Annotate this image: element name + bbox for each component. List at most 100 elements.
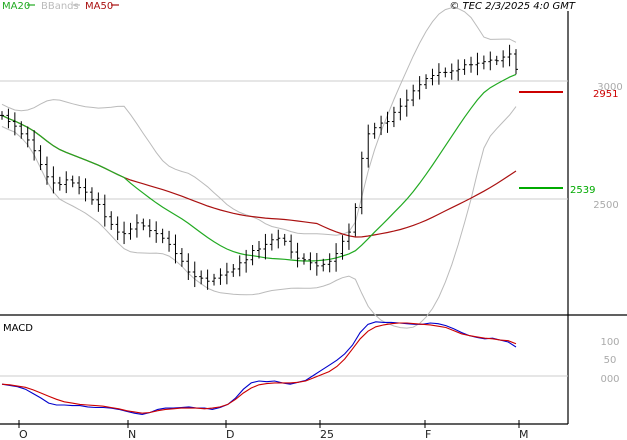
- price-bar: [301, 253, 306, 265]
- price-bar: [449, 63, 454, 80]
- price-tick-2500: 2500: [593, 200, 618, 211]
- price-bar: [186, 253, 191, 280]
- price-bar: [179, 248, 184, 267]
- price-bar: [96, 192, 101, 212]
- price-bar: [346, 223, 351, 250]
- price-bar: [372, 122, 377, 139]
- price-bar: [366, 124, 371, 168]
- price-bar: [173, 234, 178, 264]
- price-bar: [231, 264, 236, 277]
- price-bar: [314, 252, 319, 276]
- price-bar: [340, 235, 345, 260]
- price-bar: [19, 121, 24, 139]
- price-bar: [469, 56, 474, 73]
- macd-title: MACD: [3, 323, 33, 334]
- price-bar: [154, 221, 159, 243]
- price-bar: [77, 176, 82, 195]
- price-bar: [417, 76, 422, 100]
- price-bar: [44, 156, 49, 185]
- price-bar: [436, 63, 441, 85]
- price-bar: [205, 269, 210, 290]
- price-bar: [244, 249, 249, 273]
- source-stamp: © TEC 2/3/2025 4:0 GMT: [449, 1, 576, 12]
- x-label-d: D: [226, 428, 234, 440]
- price-bar: [295, 242, 300, 268]
- macd-tick-0: 000: [600, 374, 619, 385]
- price-bar: [430, 68, 435, 86]
- x-label-m: M: [519, 428, 529, 440]
- price-bar: [289, 234, 294, 259]
- legend-ma20: MA20: [2, 1, 30, 12]
- price-bar: [25, 126, 30, 148]
- macd-tick-100: 100: [600, 337, 619, 348]
- price-bar: [51, 166, 56, 194]
- price-bar: [224, 262, 229, 285]
- price-bar: [199, 270, 204, 285]
- bband-upper-line: [1, 7, 517, 236]
- price-bar: [379, 115, 384, 136]
- x-label-o: O: [19, 428, 28, 440]
- price-bar: [115, 216, 120, 241]
- price-panel-frame: [0, 11, 568, 315]
- bband-lower-line: [1, 106, 517, 329]
- price-bar: [359, 151, 364, 215]
- price-bar: [391, 106, 396, 128]
- price-bar: [462, 59, 467, 75]
- price-bar: [501, 50, 506, 68]
- price-bar: [6, 108, 11, 129]
- price-bar: [89, 187, 94, 205]
- x-label-25: 25: [320, 428, 334, 440]
- price-bar: [385, 111, 390, 133]
- price-bar: [494, 55, 499, 66]
- price-bar: [321, 258, 326, 272]
- price-bar: [64, 171, 69, 194]
- price-bar: [57, 176, 62, 191]
- price-bar: [263, 233, 268, 260]
- price-bar: [192, 261, 197, 288]
- price-bar: [122, 221, 127, 245]
- price-bar: [398, 98, 403, 121]
- x-label-f: F: [425, 428, 431, 440]
- legend-ma50: MA50: [85, 1, 113, 12]
- price-bar: [102, 194, 107, 227]
- price-bar: [269, 233, 274, 251]
- price-bar: [334, 243, 339, 272]
- price-bar: [167, 230, 172, 252]
- price-bar: [443, 67, 448, 78]
- price-bar: [514, 49, 518, 75]
- price-bar: [32, 130, 37, 161]
- price-bar: [218, 268, 223, 285]
- price-plot: [0, 7, 518, 329]
- price-bar: [276, 229, 281, 249]
- x-axis: O N D 25 F M: [18, 420, 529, 440]
- price-bar: [134, 214, 139, 238]
- price-bar: [257, 240, 261, 259]
- price-bar: [424, 74, 429, 89]
- price-bar: [475, 52, 480, 76]
- price-tick-3000: 3000: [597, 82, 622, 93]
- price-bar: [404, 89, 409, 117]
- price-bar: [12, 112, 17, 136]
- price-bar: [128, 222, 133, 240]
- macd-plot: [1, 321, 517, 415]
- price-bar: [0, 111, 4, 120]
- price-bar: [456, 59, 461, 81]
- price-bar: [70, 175, 75, 188]
- price-bar: [488, 51, 493, 71]
- price-bar: [83, 178, 88, 202]
- price-bar: [411, 84, 416, 107]
- price-bar: [250, 244, 255, 266]
- price-bar: [141, 218, 146, 231]
- marker-label-2539: 2539: [570, 185, 595, 196]
- price-bar: [353, 203, 358, 237]
- marker-label-2951: 2951: [593, 89, 618, 100]
- price-bar: [212, 273, 217, 286]
- price-bar: [38, 145, 43, 171]
- price-bar: [481, 55, 486, 70]
- price-bar: [507, 44, 512, 67]
- price-bar: [109, 211, 114, 230]
- price-bar: [282, 233, 287, 246]
- macd-signal-line: [1, 322, 517, 414]
- price-bar: [237, 255, 242, 277]
